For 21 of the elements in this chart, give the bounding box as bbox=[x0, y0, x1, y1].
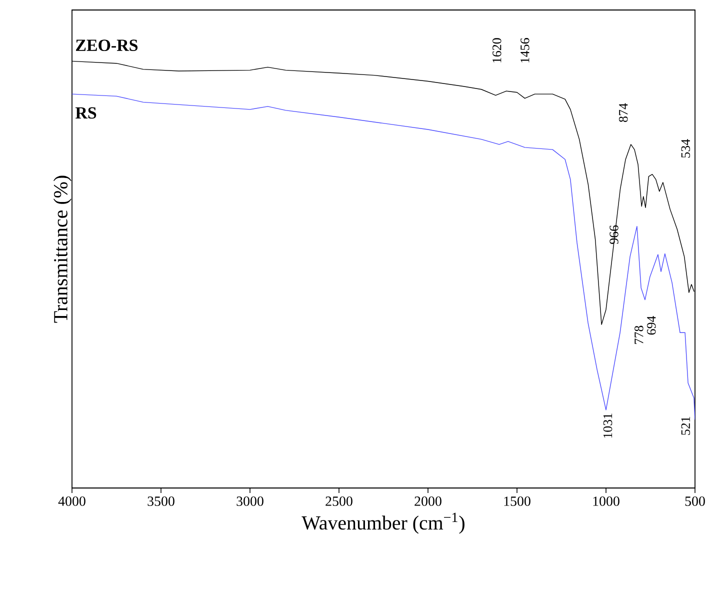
y-axis-title: Transmittance (%) bbox=[53, 176, 72, 323]
x-tick-label: 3500 bbox=[148, 496, 174, 506]
annotation: 694 bbox=[647, 316, 656, 335]
x-tick-label: 500 bbox=[685, 496, 705, 506]
annotation: 534 bbox=[681, 139, 690, 158]
x-tick-label: 3000 bbox=[236, 496, 264, 506]
series-label: ZEO-RS bbox=[76, 40, 138, 52]
annotation: 874 bbox=[618, 103, 628, 122]
annotation: 521 bbox=[681, 416, 690, 435]
annotation: 1031 bbox=[603, 414, 612, 438]
annotation: 966 bbox=[610, 225, 618, 244]
x-tick-label: 1500 bbox=[504, 496, 530, 506]
series-label: RS bbox=[75, 107, 96, 119]
x-tick-label: 2000 bbox=[414, 496, 442, 506]
annotation: 778 bbox=[634, 326, 644, 344]
x-axis-title: Wavenumber (cm$^{−1}$) bbox=[302, 512, 464, 534]
annotation: 1456 bbox=[520, 38, 530, 62]
x-tick-label: 1000 bbox=[593, 496, 620, 506]
annotation: 1620 bbox=[492, 38, 502, 62]
x-tick-label: 2500 bbox=[326, 496, 352, 506]
x-tick-label: 4000 bbox=[58, 496, 86, 506]
